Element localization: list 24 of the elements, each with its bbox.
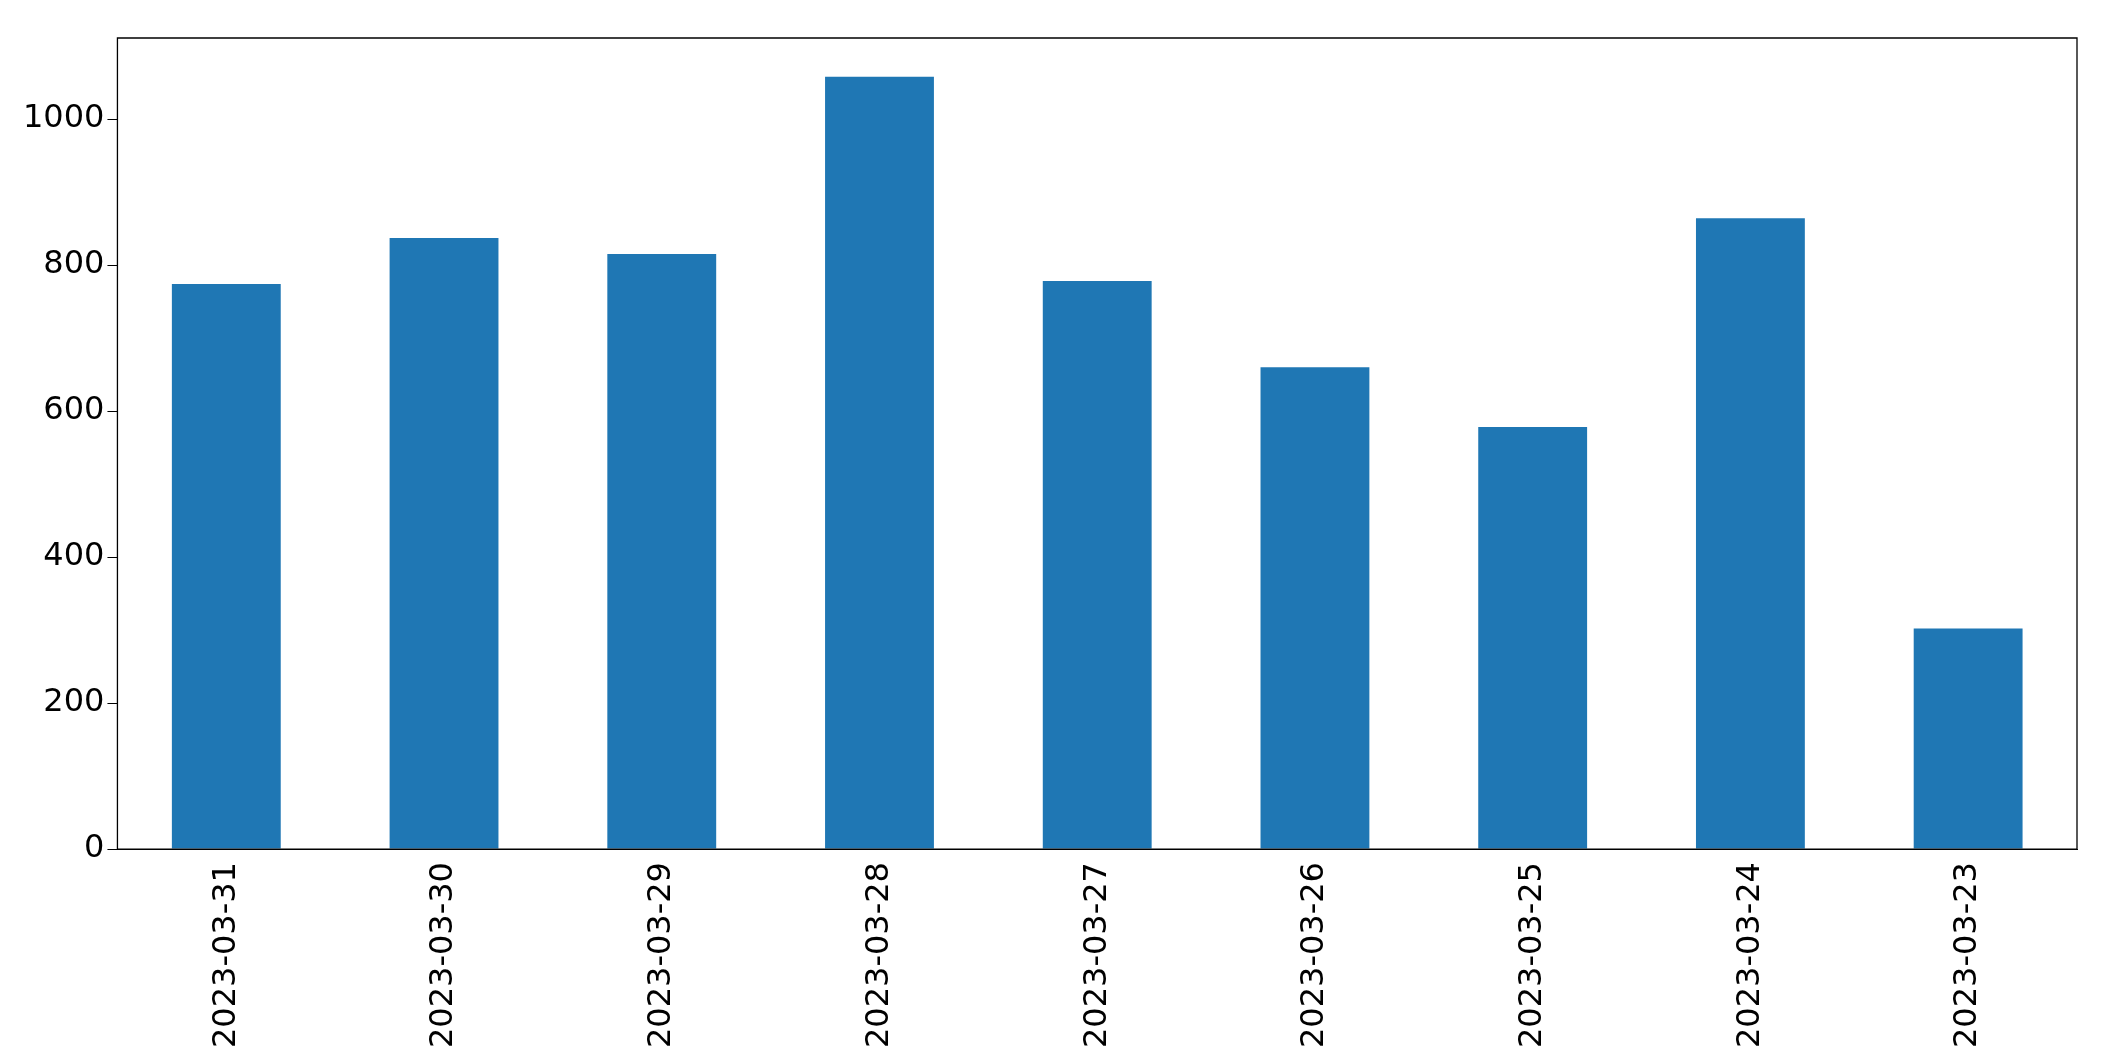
- x-tick-label: 2023-03-27: [1075, 862, 1114, 1048]
- x-tick-label: 2023-03-29: [640, 862, 679, 1048]
- x-tick-label: 2023-03-23: [1946, 862, 1985, 1048]
- bar: [1478, 427, 1588, 849]
- x-tick-label: 2023-03-26: [1293, 862, 1332, 1048]
- x-tick-label: 2023-03-24: [1728, 862, 1767, 1048]
- bar: [1260, 367, 1370, 849]
- bar: [1042, 281, 1152, 849]
- bar: [607, 254, 717, 849]
- y-tick-label: 600: [43, 389, 105, 428]
- bar: [389, 238, 499, 849]
- y-tick-label: 0: [84, 827, 105, 866]
- x-tick-label: 2023-03-25: [1510, 862, 1549, 1048]
- x-tick-label: 2023-03-28: [857, 862, 896, 1048]
- bar: [1695, 218, 1805, 849]
- x-tick-label: 2023-03-30: [422, 862, 461, 1048]
- y-tick-label: 200: [43, 681, 105, 720]
- x-tick-label: 2023-03-31: [204, 862, 243, 1048]
- y-tick-label: 800: [43, 243, 105, 282]
- bar: [825, 76, 934, 849]
- bar: [171, 284, 281, 849]
- y-tick-label: 1000: [23, 97, 105, 136]
- y-tick-label: 400: [43, 535, 105, 574]
- bar: [1913, 628, 2023, 849]
